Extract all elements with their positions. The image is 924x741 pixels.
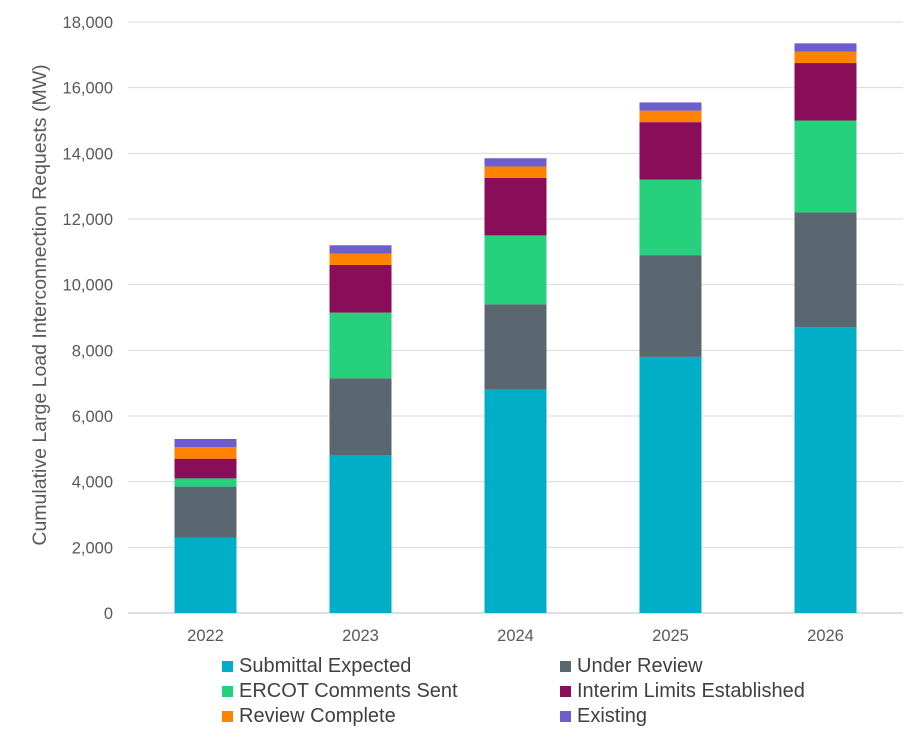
bar-segment-under-review-2024 [484, 304, 547, 390]
bar-segment-submittal-expected-2024 [484, 389, 547, 613]
y-tick-label: 0 [104, 605, 113, 623]
legend-label: Review Complete [239, 705, 396, 727]
legend-label: Interim Limits Established [577, 680, 805, 702]
bar-segment-existing-2023 [329, 245, 392, 254]
bar-stack-2023 [329, 245, 392, 613]
bar-stack-2025 [639, 102, 702, 613]
bar-segment-ercot-comments-sent-2022 [174, 478, 237, 487]
legend-item-under-review: Under Review [560, 655, 703, 678]
legend-item-submittal-expected: Submittal Expected [222, 655, 411, 678]
legend-swatch [560, 686, 571, 697]
bar-stack-2022 [174, 438, 237, 613]
bar-segment-ercot-comments-sent-2023 [329, 312, 392, 379]
y-tick-label: 14,000 [63, 145, 113, 163]
bar-segment-submittal-expected-2022 [174, 537, 237, 613]
legend-item-existing: Existing [560, 705, 647, 728]
x-axis-tick-labels: 2022 2023 2024 2025 2026 [187, 627, 844, 645]
bar-segment-interim-limits-established-2023 [329, 264, 392, 313]
bar-segment-under-review-2023 [329, 378, 392, 456]
bar-segment-under-review-2025 [639, 255, 702, 357]
bar-segment-interim-limits-established-2025 [639, 122, 702, 180]
y-tick-label: 10,000 [63, 277, 113, 295]
x-tick-label: 2022 [187, 627, 224, 645]
x-tick-label: 2026 [807, 627, 844, 645]
bar-segment-interim-limits-established-2022 [174, 458, 237, 479]
legend-label: ERCOT Comments Sent [239, 680, 458, 702]
x-tick-label: 2024 [497, 627, 534, 645]
y-axis-label: Cumulative Large Load Interconnection Re… [29, 64, 51, 545]
y-tick-label: 16,000 [63, 80, 113, 98]
bar-stack-2026 [794, 43, 857, 613]
legend-label: Submittal Expected [239, 655, 412, 677]
legend-swatch [222, 711, 233, 722]
legend-swatch [222, 686, 233, 697]
bar-segment-submittal-expected-2025 [639, 356, 702, 613]
bar-segment-interim-limits-established-2024 [484, 177, 547, 236]
bar-segment-ercot-comments-sent-2025 [639, 179, 702, 256]
legend-swatch [560, 711, 571, 722]
bar-segment-review-complete-2022 [174, 447, 237, 459]
legend-item-review-complete: Review Complete [222, 705, 396, 728]
bar-segment-review-complete-2023 [329, 253, 392, 265]
bar-segment-review-complete-2025 [639, 110, 702, 123]
y-tick-label: 2,000 [72, 539, 113, 557]
x-tick-label: 2023 [342, 627, 379, 645]
bar-segment-existing-2026 [794, 43, 857, 52]
legend-swatch [560, 661, 571, 672]
bar-segment-existing-2025 [639, 102, 702, 111]
bar-segment-existing-2022 [174, 438, 237, 448]
y-tick-label: 18,000 [63, 14, 113, 32]
bar-stack-2024 [484, 158, 547, 613]
y-tick-label: 12,000 [63, 211, 113, 229]
x-tick-label: 2025 [652, 627, 689, 645]
bar-segment-existing-2024 [484, 158, 547, 167]
bar-segment-review-complete-2024 [484, 166, 547, 178]
bar-stacks [174, 43, 857, 613]
legend-label: Under Review [577, 655, 703, 677]
bar-segment-ercot-comments-sent-2024 [484, 235, 547, 305]
y-tick-label: 4,000 [72, 474, 113, 492]
legend-label: Existing [577, 705, 648, 727]
y-axis-tick-labels: 0 2,000 4,000 6,000 8,000 10,000 12,000 14,000 1… [63, 14, 113, 623]
y-tick-label: 8,000 [72, 342, 113, 360]
bar-segment-under-review-2022 [174, 486, 237, 538]
bar-segment-ercot-comments-sent-2026 [794, 120, 857, 213]
bar-segment-under-review-2026 [794, 212, 857, 328]
bar-segment-interim-limits-established-2026 [794, 63, 857, 121]
bar-segment-review-complete-2026 [794, 51, 857, 64]
legend-swatch [222, 661, 233, 672]
y-tick-label: 6,000 [72, 408, 113, 426]
bar-segment-submittal-expected-2023 [329, 455, 392, 613]
bar-segment-submittal-expected-2026 [794, 327, 857, 613]
legend-item-interim-limits-established: Interim Limits Established [560, 680, 805, 703]
legend-item-ercot-comments-sent: ERCOT Comments Sent [222, 680, 458, 703]
